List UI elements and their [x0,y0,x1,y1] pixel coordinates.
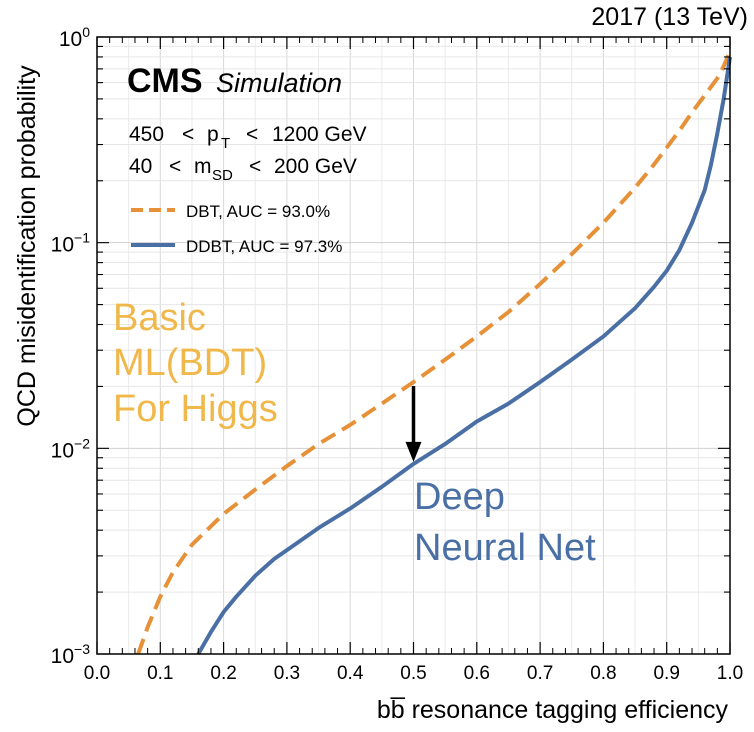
y-tick-label: 10−1 [51,230,91,257]
msd-var: m [194,155,212,178]
x-tick-label: 0.1 [147,663,173,684]
arrow-head [405,441,422,462]
msd-lt2: < [249,155,261,178]
improvement-arrow [405,386,422,462]
x-tick-label: 0.3 [274,663,300,684]
y-axis-label: QCD misidentification probability [13,65,41,427]
basic-ml-annotation: Basic ML(BDT) For Higgs [113,297,278,430]
pt-lt1: < [182,123,194,146]
msd-high: 200 GeV [274,155,357,178]
x-tick-label: 0.2 [210,663,236,684]
deep-nn-annotation: Deep Neural Net [414,476,596,569]
grid [97,37,730,654]
pt-var: p [207,123,219,146]
x-tick-label: 0.0 [84,663,110,684]
basic-line-1: Basic [113,297,206,339]
series-line-dbt [136,50,732,655]
msd-sub: SD [212,167,233,184]
series-line-ddbt [196,56,732,655]
header-energy-label: 2017 (13 TeV) [591,3,748,31]
y-tick-label: 10−2 [51,435,91,462]
y-tick-label: 100 [59,24,90,51]
x-tick-label: 0.7 [527,663,553,684]
simulation-label: Simulation [216,68,342,98]
legend: DBT, AUC = 93.0% DDBT, AUC = 97.3% [131,202,342,256]
pt-lt2: < [246,123,258,146]
x-tick-label: 1.0 [717,663,743,684]
deep-line-2: Neural Net [414,527,596,569]
cms-label: CMS [127,62,203,100]
curves [136,50,732,655]
x-tick-label: 0.4 [337,663,364,684]
msd-cut-text: 40 < mSD <200 GeV [129,155,357,184]
x-tick-label: 0.8 [590,663,616,684]
msd-lt1: < [169,155,181,178]
x-tick-label: 0.9 [653,663,679,684]
legend-label-ddbt: DDBT, AUC = 97.3% [186,237,342,256]
y-tick-label: 10−3 [51,641,91,668]
axis-ticks [96,36,731,655]
pt-cut-text: 450 < p T <1200 GeV [129,123,367,152]
x-axis-label: bb̅ resonance tagging efficiency [377,696,729,724]
pt-low: 450 [129,123,164,146]
legend-label-dbt: DBT, AUC = 93.0% [186,202,330,221]
y-tick-labels: 10−3 10−2 10−1 100 [51,24,91,668]
pt-high: 1200 GeV [272,123,367,146]
msd-low: 40 [129,155,152,178]
deep-line-1: Deep [414,476,505,518]
pt-sub: T [221,135,230,152]
x-tick-labels: 0.0 0.1 0.2 0.3 0.4 0.5 0.6 0.7 0.8 0.9 1.0 [84,663,743,684]
basic-line-3: For Higgs [113,388,278,430]
x-tick-label: 0.6 [464,663,490,684]
x-tick-label: 0.5 [400,663,426,684]
basic-line-2: ML(BDT) [113,342,267,384]
